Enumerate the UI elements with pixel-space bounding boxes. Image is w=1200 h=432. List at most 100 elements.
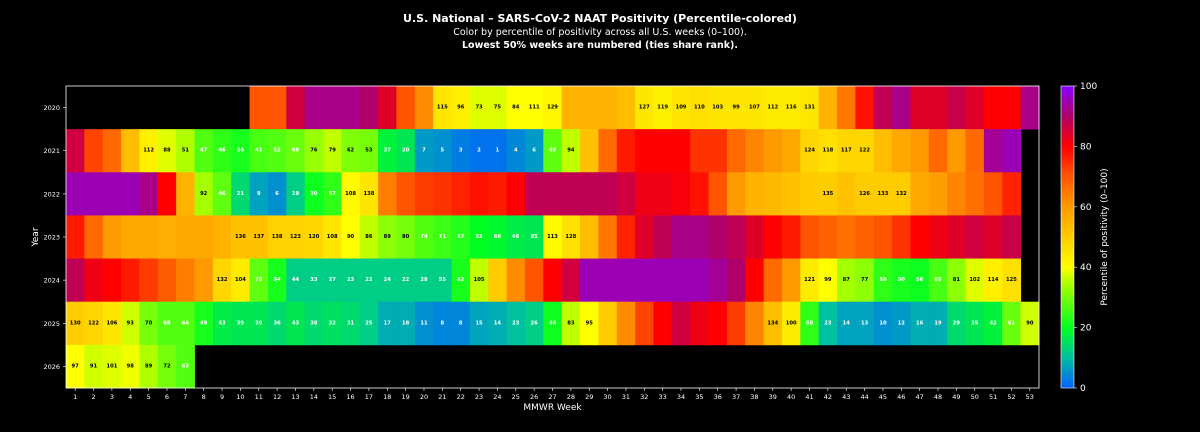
heatmap-cell <box>524 86 544 130</box>
cell-rank-label: 87 <box>843 277 851 283</box>
heatmap-cell <box>928 301 948 346</box>
heatmap-cell <box>745 301 765 346</box>
x-ticks: 1 2 3 4 5 6 7 8 9 10 11 12 13 14 15 16 17 18 19 20 21 22 23 24 2… <box>73 388 1034 401</box>
colorbar-tick-label: 20 <box>1080 324 1092 334</box>
cell-rank-label: 93 <box>127 320 135 326</box>
heatmap-cell <box>745 129 765 173</box>
heatmap-cell <box>745 258 765 303</box>
heatmap-cell <box>1002 172 1022 216</box>
heatmap-cell <box>837 86 856 130</box>
cell-rank-label: 26 <box>531 320 539 326</box>
cell-rank-label: 63 <box>182 363 190 369</box>
heatmap-cell <box>873 215 893 259</box>
x-tick-label: 49 <box>952 393 960 401</box>
cell-rank-label: 2 <box>477 148 481 154</box>
cell-rank-label: 69 <box>292 148 300 154</box>
heatmap-cell <box>543 258 563 303</box>
heatmap-cell <box>781 172 801 216</box>
heatmap-cell <box>708 301 728 346</box>
heatmap-cell <box>469 172 489 216</box>
heatmap-cell <box>763 301 783 346</box>
x-tick-label: 40 <box>787 393 795 401</box>
heatmap-cell <box>212 301 232 346</box>
heatmap-cell <box>488 86 508 130</box>
cell-rank-label: 51 <box>182 148 190 154</box>
y-tick-label: 2021 <box>43 147 60 155</box>
heatmap-cell <box>102 301 122 346</box>
cell-rank-label: 110 <box>694 105 705 111</box>
heatmap-cell <box>194 301 214 346</box>
heatmap-cell <box>433 215 452 259</box>
cell-rank-label: 132 <box>217 277 228 283</box>
heatmap-cell <box>910 129 930 173</box>
cell-rank-label: 112 <box>767 105 778 111</box>
x-tick-label: 51 <box>989 393 997 401</box>
heatmap-cell <box>726 215 746 259</box>
heatmap-cell <box>671 215 691 259</box>
cell-rank-label: 94 <box>567 148 575 154</box>
cell-rank-label: 49 <box>200 320 208 326</box>
heatmap-cell <box>84 172 104 216</box>
cell-rank-label: 39 <box>237 320 245 326</box>
heatmap-cell <box>524 258 544 303</box>
heatmap-cell <box>524 172 544 216</box>
cell-rank-label: 12 <box>898 320 906 326</box>
heatmap-cell <box>359 258 379 303</box>
heatmap-cell <box>433 129 452 173</box>
cell-rank-label: 91 <box>90 363 98 369</box>
cell-rank-label: 108 <box>327 234 338 240</box>
heatmap-cell <box>378 301 397 346</box>
heatmap-cell <box>671 301 691 346</box>
cell-rank-label: 133 <box>878 191 889 197</box>
heatmap-cell <box>726 86 746 130</box>
heatmap-cell <box>928 129 948 173</box>
heatmap-cell <box>378 258 397 303</box>
heatmap-cell <box>745 86 765 130</box>
cell-rank-label: 111 <box>529 105 540 111</box>
cell-rank-label: 54 <box>274 277 282 283</box>
cell-rank-label: 85 <box>531 234 539 240</box>
cell-rank-label: 59 <box>879 277 887 283</box>
heatmap-cell <box>323 258 342 303</box>
heatmap-cell <box>66 301 85 346</box>
cell-rank-label: 33 <box>310 277 318 283</box>
cell-rank-label: 21 <box>237 191 245 197</box>
heatmap-cell <box>763 86 783 130</box>
heatmap-cell <box>139 344 159 389</box>
cell-rank-label: 43 <box>218 320 226 326</box>
cell-rank-label: 16 <box>916 320 924 326</box>
heatmap-cell <box>653 129 673 173</box>
cell-rank-label: 138 <box>272 234 283 240</box>
cell-rank-label: 122 <box>859 148 870 154</box>
heatmap-cell <box>359 301 379 346</box>
heatmap-cell <box>524 215 544 259</box>
heatmap-cell <box>121 172 140 216</box>
x-tick-label: 30 <box>603 393 611 401</box>
heatmap-cell <box>635 129 654 173</box>
heatmap-cell <box>433 301 452 346</box>
x-tick-label: 10 <box>236 393 244 401</box>
heatmap-cell <box>892 258 911 303</box>
heatmap-cell <box>121 129 140 173</box>
heatmap-cell <box>947 258 966 303</box>
heatmap-cell <box>598 129 618 173</box>
heatmap-cell <box>855 86 875 130</box>
chart-subtitle-bold: Lowest 50% weeks are numbered (ties shar… <box>462 40 738 51</box>
heatmap-cell <box>910 301 930 346</box>
heatmap-cell <box>947 215 966 259</box>
x-tick-label: 3 <box>110 393 114 401</box>
cell-rank-label: 131 <box>804 105 815 111</box>
heatmap-cell <box>653 86 673 130</box>
heatmap-cell <box>194 258 214 303</box>
cell-rank-label: 50 <box>898 277 906 283</box>
x-tick-label: 45 <box>879 393 887 401</box>
heatmap-cell <box>837 215 856 259</box>
heatmap-cell <box>598 301 618 346</box>
heatmap-cell <box>414 86 434 130</box>
cell-rank-label: 27 <box>329 277 337 283</box>
cell-rank-label: 114 <box>988 277 999 283</box>
heatmap-cell <box>469 86 489 130</box>
cell-rank-label: 108 <box>345 191 356 197</box>
x-tick-label: 42 <box>824 393 832 401</box>
y-tick-label: 2023 <box>43 234 60 242</box>
